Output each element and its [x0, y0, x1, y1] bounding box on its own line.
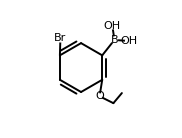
Circle shape [111, 37, 117, 43]
Text: OH: OH [120, 36, 137, 46]
Text: Br: Br [54, 33, 67, 43]
Text: B: B [111, 35, 118, 45]
Text: O: O [95, 91, 104, 101]
Circle shape [97, 94, 102, 99]
Circle shape [109, 22, 116, 29]
Text: OH: OH [104, 21, 121, 31]
Circle shape [126, 38, 132, 44]
Circle shape [56, 34, 64, 42]
